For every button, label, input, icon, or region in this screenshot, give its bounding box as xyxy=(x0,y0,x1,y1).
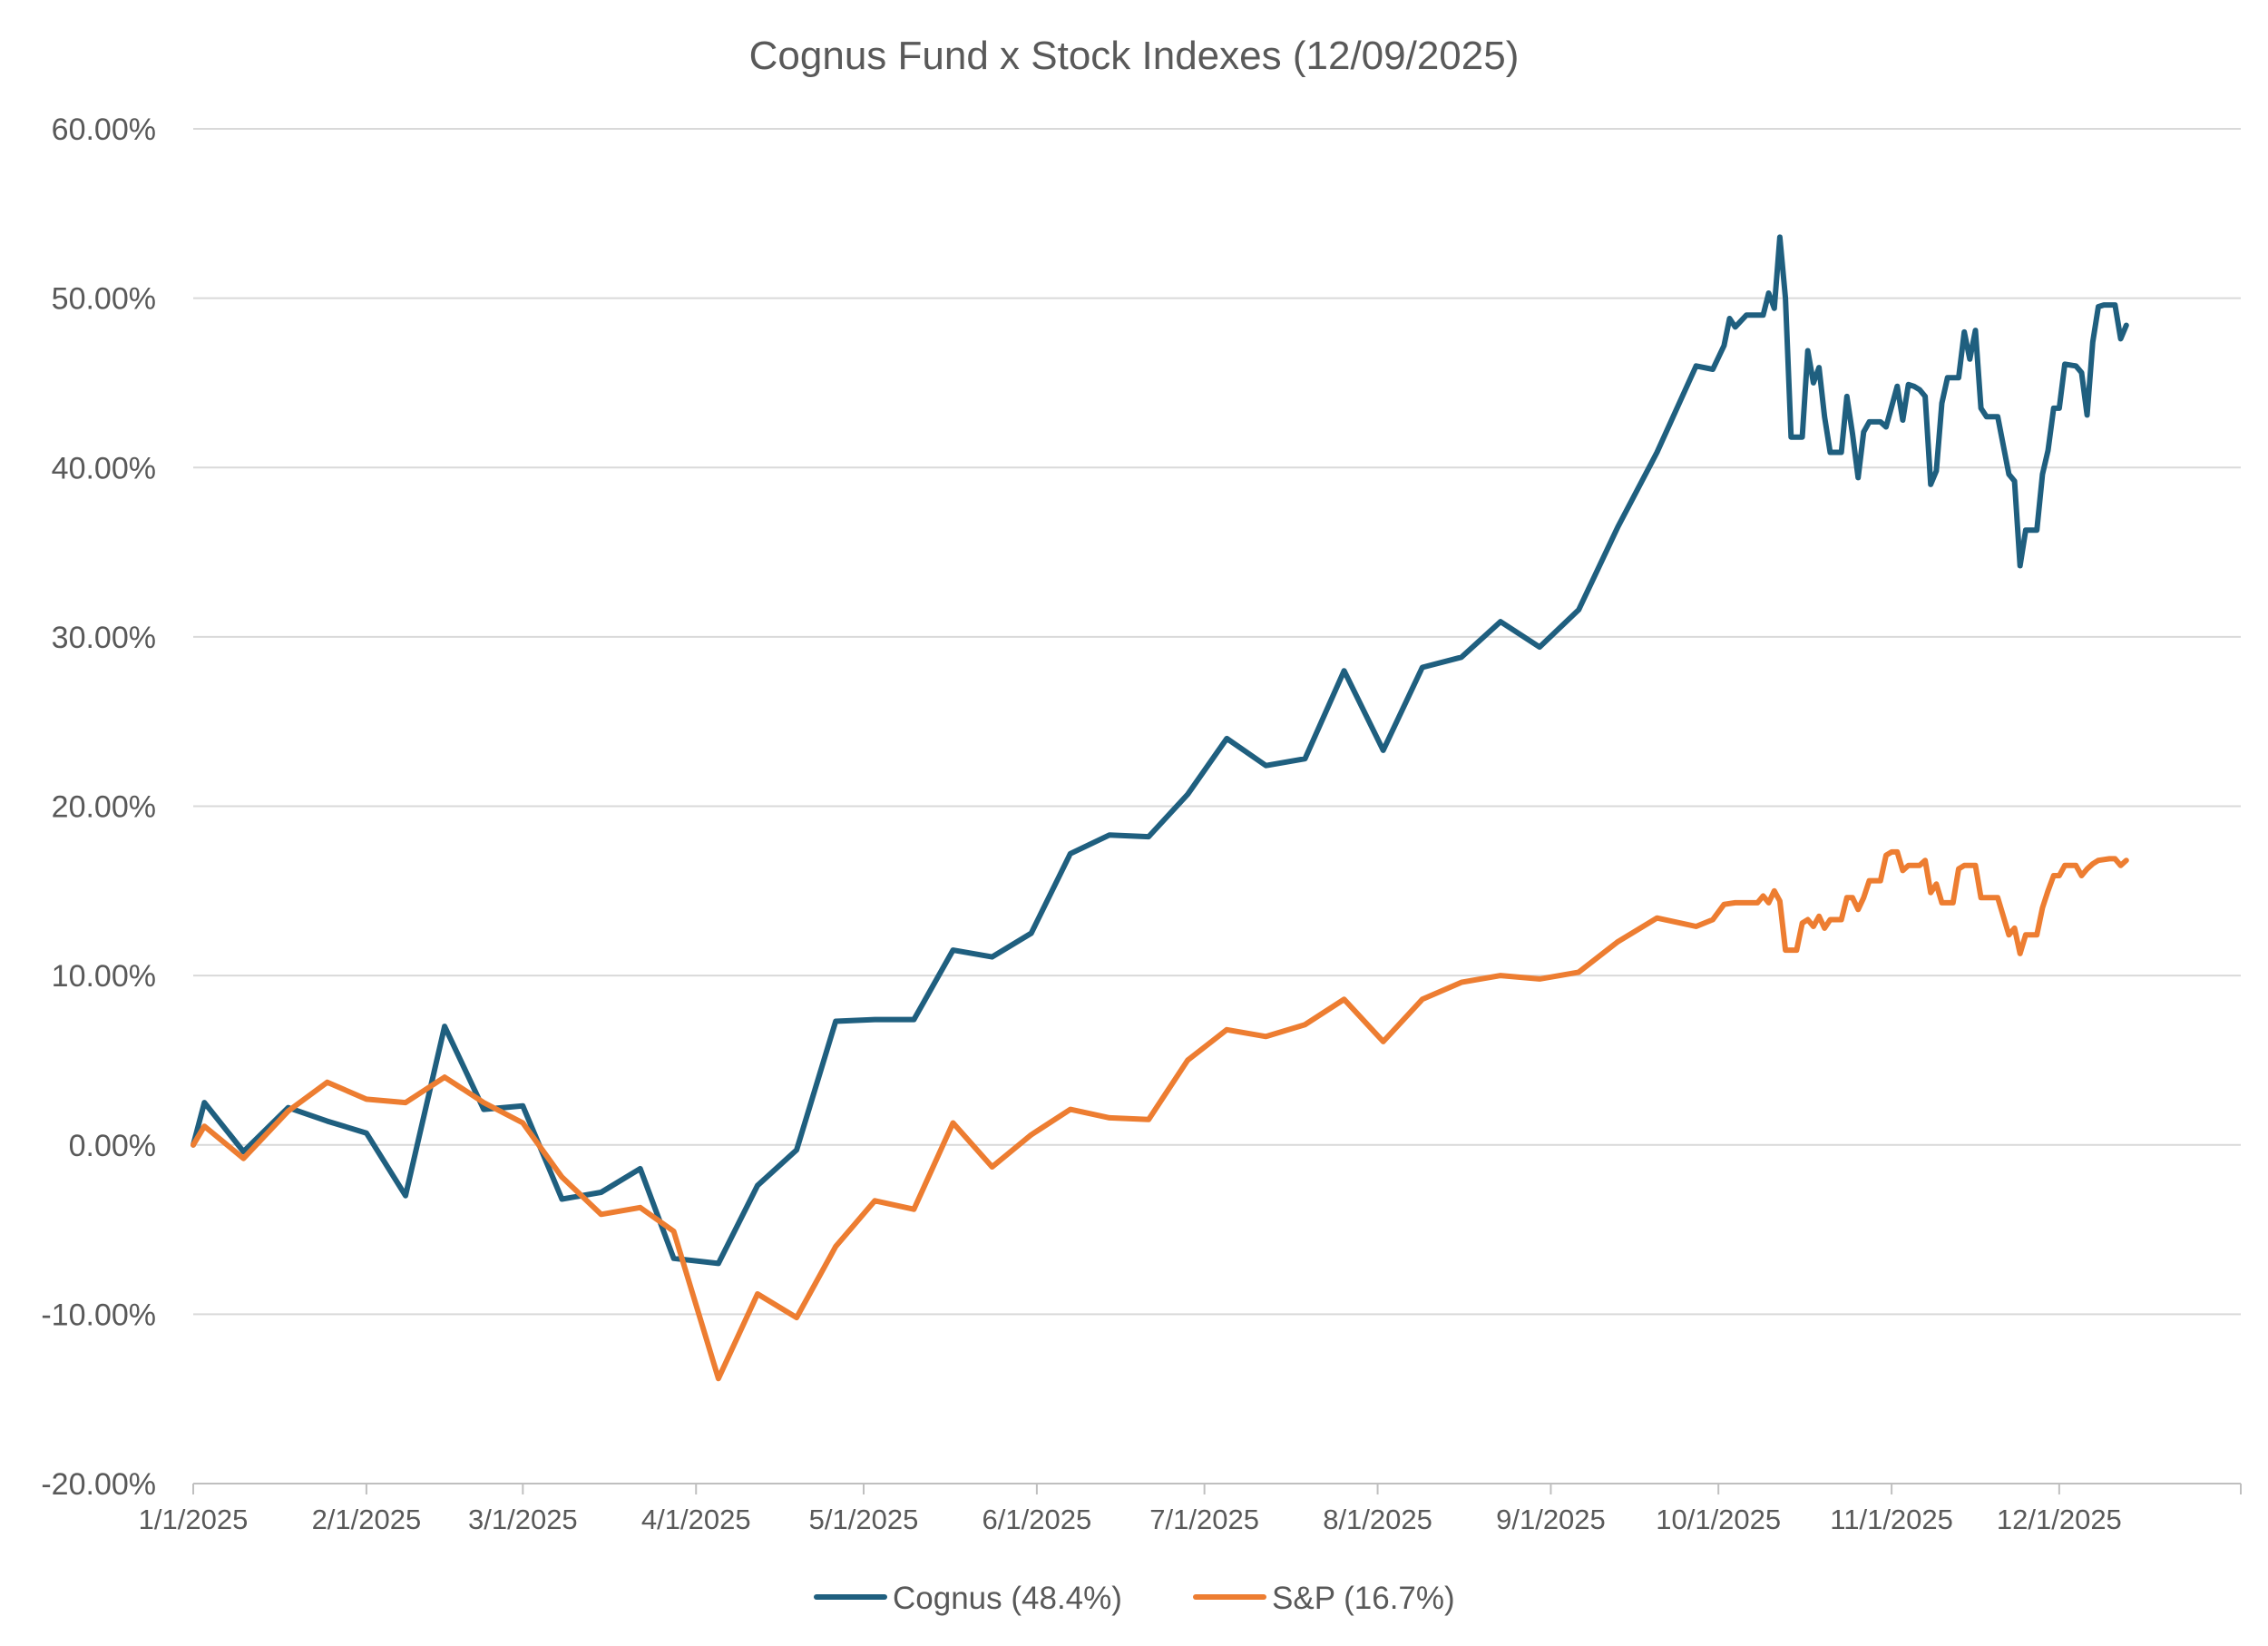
y-tick-label: 10.00% xyxy=(52,959,156,994)
y-tick-label: 60.00% xyxy=(52,113,156,147)
y-tick-label: 20.00% xyxy=(52,790,156,825)
x-tick-label: 5/1/2025 xyxy=(809,1504,919,1535)
series-lines xyxy=(191,234,2129,1382)
x-tick-label: 7/1/2025 xyxy=(1149,1504,1259,1535)
x-tick-label: 12/1/2025 xyxy=(1997,1504,2122,1535)
x-tick-label: 11/1/2025 xyxy=(1830,1504,1953,1535)
series-line-sp xyxy=(191,848,2129,1382)
x-tick-label: 3/1/2025 xyxy=(468,1504,578,1535)
x-axis: 1/1/2025 2/1/2025 3/1/2025 4/1/2025 5/1/2025… xyxy=(139,1484,2242,1535)
gridlines xyxy=(193,128,2241,1484)
x-tick-label: 2/1/2025 xyxy=(312,1504,422,1535)
x-tick-label: 4/1/2025 xyxy=(641,1504,751,1535)
y-tick-label: 50.00% xyxy=(52,282,156,317)
chart-title: Cognus Fund x Stock Indexes (12/09/2025) xyxy=(749,34,1520,78)
y-tick-label: -20.00% xyxy=(41,1467,156,1502)
y-tick-label: 30.00% xyxy=(52,621,156,655)
series-line-cognus xyxy=(191,234,2129,1267)
legend: Cognus (48.4%) S&P (16.7%) xyxy=(814,1581,1455,1616)
x-tick-label: 1/1/2025 xyxy=(139,1504,249,1535)
x-tick-label: 10/1/2025 xyxy=(1656,1504,1781,1535)
x-tick-label: 9/1/2025 xyxy=(1496,1504,1606,1535)
y-tick-label: 0.00% xyxy=(69,1129,156,1163)
x-tick-label: 6/1/2025 xyxy=(982,1504,1092,1535)
legend-label-sp: S&P (16.7%) xyxy=(1272,1581,1455,1616)
y-axis: -20.00% -10.00% 0.00% 10.00% 20.00% 30.00% 40.… xyxy=(41,113,156,1502)
x-tick-label: 8/1/2025 xyxy=(1323,1504,1432,1535)
y-tick-label: 40.00% xyxy=(52,451,156,485)
y-tick-label: -10.00% xyxy=(41,1298,156,1332)
legend-label-cognus: Cognus (48.4%) xyxy=(893,1581,1122,1616)
